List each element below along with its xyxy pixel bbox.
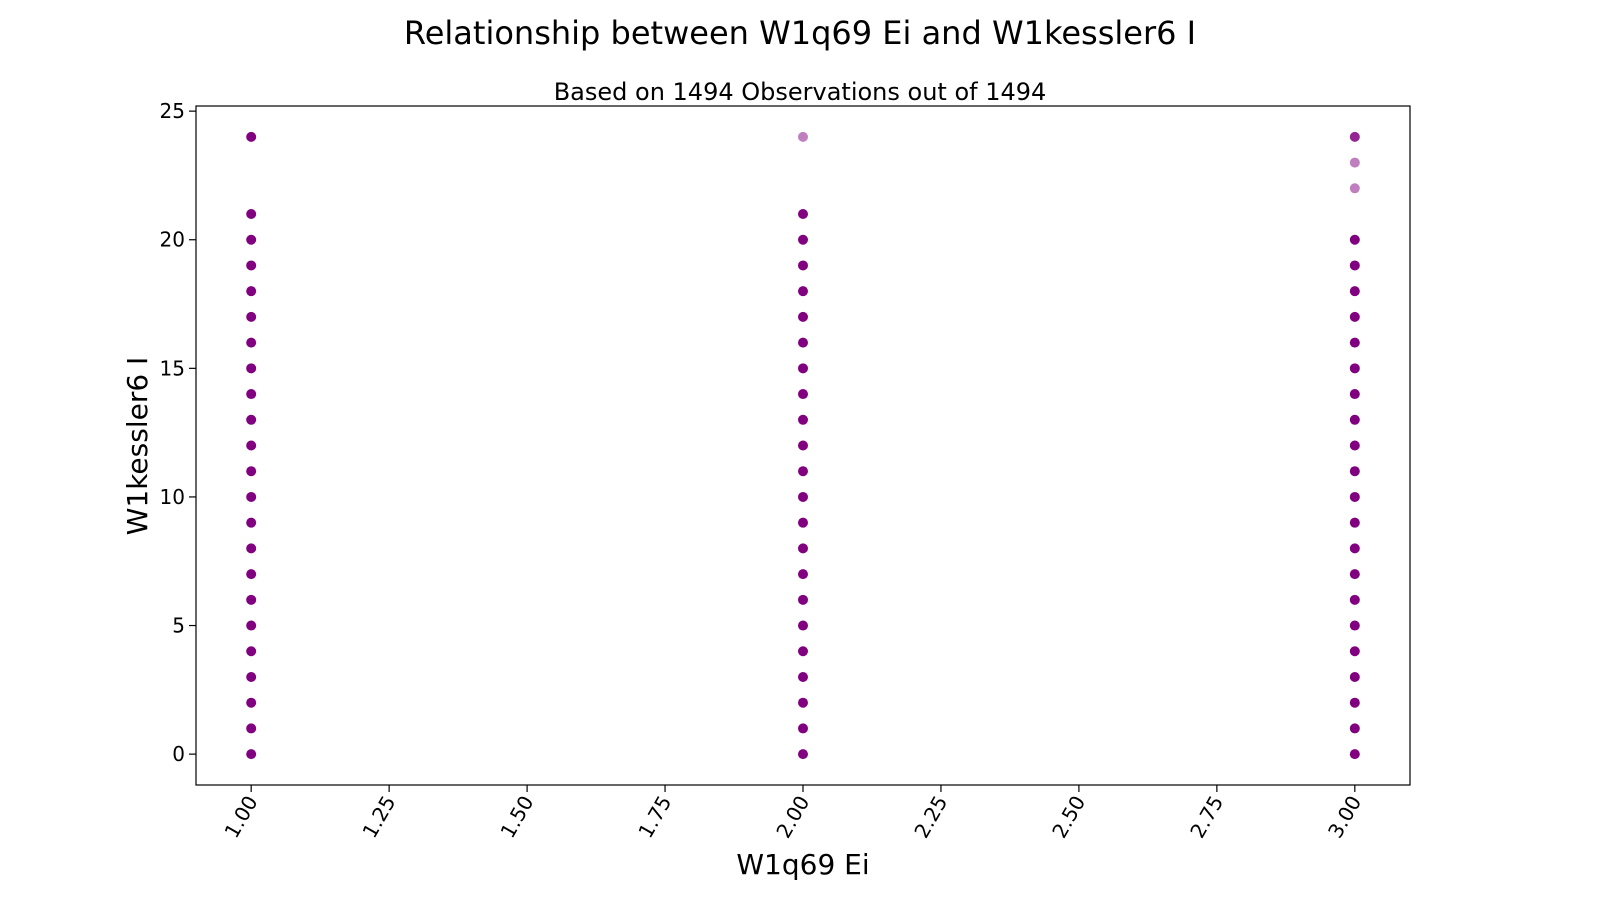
data-point (246, 311, 257, 322)
data-point (246, 697, 257, 708)
data-point (1349, 517, 1360, 528)
x-tick-label: 2.00 (771, 792, 814, 843)
x-tick-label: 3.00 (1323, 792, 1366, 843)
data-point (798, 491, 808, 502)
x-tick-label: 1.50 (495, 792, 538, 843)
data-point (246, 363, 257, 374)
data-point (1349, 569, 1360, 580)
data-point (1349, 286, 1360, 297)
data-point (798, 234, 808, 245)
data-point (246, 491, 257, 502)
data-point (1349, 157, 1360, 168)
data-point (246, 543, 257, 554)
x-axis-label: W1q69 Ei (736, 848, 869, 881)
data-point (798, 286, 808, 297)
data-point (1349, 749, 1360, 760)
chart-title: Relationship between W1q69 Ei and W1kess… (404, 14, 1196, 52)
data-point (798, 517, 808, 528)
data-point (246, 286, 257, 297)
data-point (1349, 723, 1360, 734)
data-point (1349, 543, 1360, 554)
data-point (246, 260, 257, 271)
x-tick-label: 2.50 (1047, 792, 1090, 843)
data-point (798, 131, 808, 142)
y-tick-label: 20 (160, 228, 185, 252)
data-point (798, 260, 808, 271)
x-tick-label: 1.25 (357, 792, 400, 843)
data-point (1349, 131, 1360, 142)
data-point (1349, 671, 1360, 682)
data-point (246, 723, 257, 734)
x-tick-label: 2.75 (1185, 792, 1228, 843)
data-point (246, 337, 257, 348)
data-point (798, 646, 808, 657)
data-point (1349, 363, 1360, 374)
data-point (246, 594, 257, 605)
data-point (1349, 466, 1360, 477)
data-point (1349, 311, 1360, 322)
data-point (1349, 414, 1360, 425)
data-point (1349, 646, 1360, 657)
data-point (246, 414, 257, 425)
y-tick-label: 5 (172, 614, 185, 638)
data-point (246, 569, 257, 580)
data-point (246, 671, 257, 682)
data-point (246, 389, 257, 400)
data-point (798, 620, 808, 631)
data-points (246, 131, 1360, 760)
data-point (1349, 389, 1360, 400)
data-point (798, 209, 808, 220)
data-point (246, 234, 257, 245)
y-tick-label: 0 (172, 742, 185, 766)
y-tick-label: 25 (160, 99, 185, 123)
data-point (246, 517, 257, 528)
data-point (246, 646, 257, 657)
data-point (798, 466, 808, 477)
y-tick-label: 10 (160, 485, 185, 509)
data-point (798, 594, 808, 605)
data-point (246, 620, 257, 631)
data-point (798, 671, 808, 682)
y-axis: 0 5 10 15 20 25 (160, 99, 196, 766)
data-point (246, 440, 257, 451)
data-point (798, 749, 808, 760)
data-point (1349, 260, 1360, 271)
data-point (798, 337, 808, 348)
data-point (246, 131, 257, 142)
x-tick-label: 1.00 (219, 792, 262, 843)
data-point (246, 209, 257, 220)
data-point (1349, 337, 1360, 348)
x-axis: 1.00 1.25 1.50 1.75 2.00 2.25 2.50 2.75 3.00 (219, 785, 1366, 842)
y-tick-label: 15 (160, 356, 185, 380)
x-tick-label: 2.25 (909, 792, 952, 843)
data-point (246, 466, 257, 477)
data-point (246, 749, 257, 760)
data-point (1349, 491, 1360, 502)
data-point (798, 723, 808, 734)
data-point (1349, 620, 1360, 631)
data-point (798, 569, 808, 580)
data-point (798, 414, 808, 425)
data-point (1349, 183, 1360, 194)
y-axis-label: W1kessler6 I (121, 357, 154, 536)
data-point (1349, 440, 1360, 451)
x-tick-label: 1.75 (633, 792, 676, 843)
data-point (798, 697, 808, 708)
data-point (1349, 234, 1360, 245)
data-point (1349, 594, 1360, 605)
data-point (798, 389, 808, 400)
chart-subtitle: Based on 1494 Observations out of 1494 (554, 78, 1047, 106)
data-point (798, 363, 808, 374)
data-point (1349, 697, 1360, 708)
data-point (798, 543, 808, 554)
data-point (798, 311, 808, 322)
data-point (798, 440, 808, 451)
